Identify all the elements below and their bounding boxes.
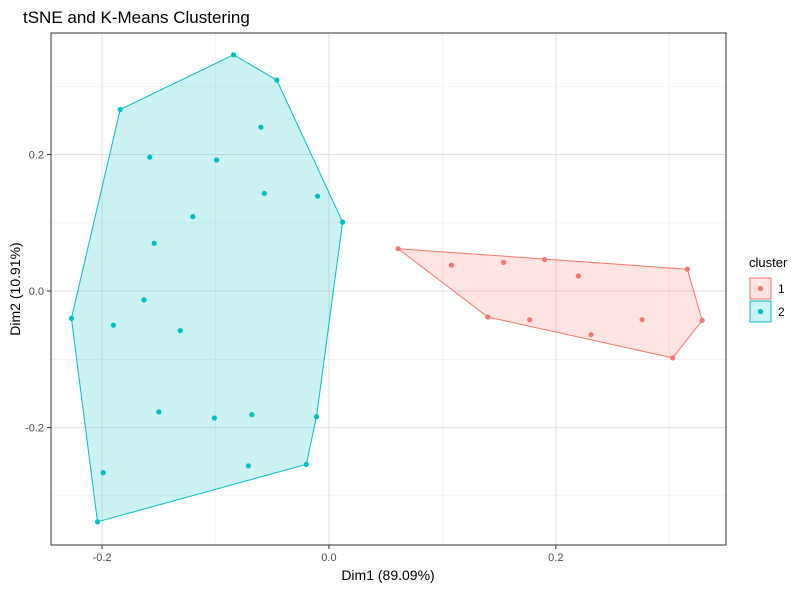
grid-major bbox=[51, 33, 726, 545]
x-tick-label-0: -0.2 bbox=[93, 552, 112, 564]
cluster-2-point-12 bbox=[68, 315, 74, 321]
cluster-2-point-3 bbox=[258, 124, 264, 130]
cluster-2-point-6 bbox=[261, 190, 267, 196]
y-axis-title: Dim2 (10.91%) bbox=[7, 242, 23, 335]
x-tick-label-1: 0.0 bbox=[321, 552, 336, 564]
cluster-1-point-5 bbox=[485, 314, 491, 320]
cluster-2-point-1 bbox=[274, 77, 280, 83]
legend-label-2: 2 bbox=[778, 305, 785, 319]
y-tick-label-0: -0.2 bbox=[25, 423, 44, 435]
legend-key-point-1 bbox=[757, 285, 764, 292]
cluster-1-point-0 bbox=[395, 246, 401, 252]
cluster-2-point-2 bbox=[117, 106, 123, 113]
legend-key-point-2 bbox=[757, 308, 764, 315]
cluster-1-point-1 bbox=[448, 262, 455, 268]
cluster-2-point-8 bbox=[190, 214, 196, 220]
cluster-2-point-18 bbox=[313, 414, 320, 420]
cluster-2-point-22 bbox=[94, 519, 101, 525]
data-points bbox=[68, 52, 705, 525]
legend-title: cluster bbox=[749, 255, 788, 270]
cluster-2-point-15 bbox=[156, 409, 162, 415]
cluster-2-point-5 bbox=[214, 157, 220, 163]
grid-minor bbox=[51, 33, 726, 545]
cluster-1-point-8 bbox=[639, 317, 645, 323]
cluster-1-point-9 bbox=[684, 266, 691, 272]
cluster-1-point-11 bbox=[670, 355, 676, 361]
cluster-1-point-4 bbox=[575, 273, 582, 279]
x-tick-label-2: 0.2 bbox=[548, 552, 563, 564]
cluster-1-point-3 bbox=[541, 257, 548, 263]
cluster-2-point-19 bbox=[245, 463, 251, 469]
cluster-2-point-13 bbox=[110, 322, 116, 328]
cluster-2-point-16 bbox=[249, 412, 255, 418]
cluster-2-point-11 bbox=[141, 297, 147, 303]
legend-label-1: 1 bbox=[778, 282, 785, 296]
cluster-2-point-0 bbox=[231, 52, 237, 58]
cluster-2-hull bbox=[70, 54, 344, 523]
cluster-2-point-4 bbox=[147, 154, 153, 160]
x-axis-title: Dim1 (89.09%) bbox=[341, 567, 434, 583]
legend: cluster 1 2 bbox=[749, 255, 788, 323]
cluster-1-point-6 bbox=[527, 317, 533, 323]
cluster-2-point-9 bbox=[340, 219, 346, 225]
y-tick-label-1: 0.0 bbox=[29, 286, 44, 298]
y-tick-label-2: 0.2 bbox=[29, 150, 44, 162]
cluster-hulls bbox=[70, 54, 703, 523]
plot-panel-border bbox=[50, 32, 727, 546]
cluster-2-point-21 bbox=[100, 470, 106, 476]
cluster-2-point-10 bbox=[151, 240, 157, 246]
y-axis-ticks: -0.2 0.0 0.2 bbox=[25, 150, 51, 435]
cluster-1-point-2 bbox=[501, 259, 507, 265]
cluster-2-point-17 bbox=[211, 415, 217, 421]
cluster-1-point-10 bbox=[699, 317, 705, 323]
cluster-1-hull bbox=[396, 248, 703, 359]
cluster-2-point-14 bbox=[177, 328, 183, 334]
cluster-1-point-7 bbox=[588, 332, 594, 338]
x-axis-ticks: -0.2 0.0 0.2 bbox=[93, 545, 563, 564]
cluster-2-point-7 bbox=[315, 193, 321, 199]
chart-title: tSNE and K-Means Clustering bbox=[23, 8, 250, 27]
cluster-2-point-20 bbox=[303, 461, 309, 467]
